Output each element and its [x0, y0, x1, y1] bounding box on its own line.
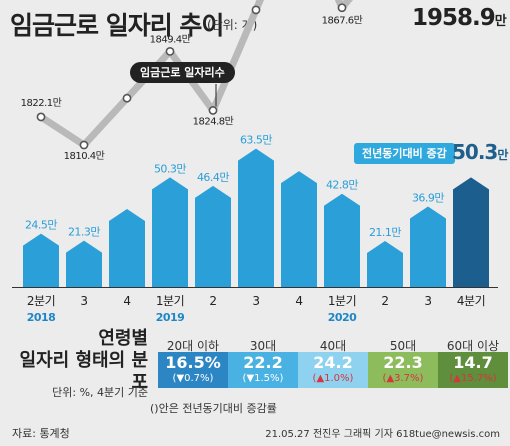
bar-0 — [23, 233, 59, 287]
line-point-label: 1849.4만 — [150, 33, 191, 45]
distribution-value: 24.2 — [313, 353, 353, 372]
distribution-cell: 14.7 (▲15.7%) — [438, 352, 508, 388]
age-group-label: 20대 이하 — [166, 339, 220, 353]
bar-2 — [109, 208, 145, 287]
distribution-change: (▼0.7%) — [172, 373, 214, 384]
distribution-change: (▲1.0%) — [312, 373, 354, 384]
x-tick-label: 2 — [381, 294, 388, 308]
series-line — [37, 0, 353, 149]
bar-4 — [195, 185, 231, 287]
age-group-label: 60대 이상 — [446, 339, 500, 353]
x-tick-label: 1분기 — [328, 294, 356, 308]
byline: 21.05.27 전진우 그래픽 기자 618tue@newsis.com — [265, 429, 500, 440]
bar-value-label: 42.8만 — [326, 179, 358, 192]
distribution-cell: 24.2 (▲1.0%) — [298, 352, 368, 388]
distribution-change: (▲15.7%) — [449, 373, 497, 384]
bar-value-label: 50.3만 — [154, 162, 186, 175]
x-tick-label: 2분기 — [27, 294, 55, 308]
x-tick-label: 4 — [295, 294, 302, 308]
distribution-footnote: ()안은 전년동기대비 증감률 — [150, 402, 277, 415]
latest-change-value: 50.3 — [452, 140, 498, 164]
distribution-cell: 16.5% (▼0.7%) — [158, 352, 228, 388]
year-label: 2018 — [27, 311, 56, 324]
latest-total-suffix: 만 — [494, 14, 507, 29]
latest-change-suffix: 만 — [497, 148, 508, 162]
x-tick-label: 4 — [123, 294, 130, 308]
x-tick-label: 2 — [209, 294, 216, 308]
year-label: 2020 — [328, 311, 357, 324]
bar-6 — [281, 171, 317, 287]
distribution-value: 16.5% — [165, 353, 221, 372]
bar-1 — [66, 240, 102, 287]
bar-9 — [410, 206, 446, 287]
bar-5 — [238, 148, 274, 287]
latest-total-value: 1958.9 — [412, 5, 496, 31]
year-label: 2019 — [156, 311, 185, 324]
x-tick-label: 3 — [252, 294, 259, 308]
line-point-label: 1822.1만 — [21, 97, 62, 109]
bar-annotation-tag: 전년동기대비 증감 — [354, 143, 455, 164]
x-tick-label: 3 — [80, 294, 87, 308]
bar-value-label: 21.3만 — [68, 226, 100, 239]
bar-8 — [367, 241, 403, 287]
age-group-label: 30대 — [249, 339, 277, 353]
line-point-label: 1810.4만 — [64, 150, 105, 162]
distribution-heading-line1: 연령별 — [98, 328, 148, 349]
distribution-cell: 22.2 (▼1.5%) — [228, 352, 298, 388]
latest-change-label: 50.3만 — [452, 140, 508, 164]
line-point-7 — [337, 3, 347, 13]
line-point-label: 1867.6만 — [322, 15, 363, 27]
bar-value-label: 46.4만 — [197, 171, 229, 184]
bar-value-label: 63.5만 — [240, 134, 272, 147]
line-annotation-tag: 임금근로 일자리수 — [130, 62, 235, 83]
bar-value-label: 36.9만 — [412, 192, 444, 205]
source-credit: 자료: 통계청 — [12, 427, 70, 440]
line-point-0 — [36, 112, 46, 122]
age-group-label: 40대 — [319, 339, 347, 353]
bar-3 — [152, 177, 188, 287]
page-title: 임금근로 일자리 추이 — [10, 11, 224, 40]
bar-value-label: 24.5만 — [25, 219, 57, 232]
bar-10 — [453, 177, 489, 287]
distribution-unit-note: 단위: %, 4분기 기준 — [52, 386, 148, 399]
distribution-value: 22.2 — [243, 353, 283, 372]
line-point-1 — [79, 140, 89, 150]
age-group-label: 50대 — [389, 339, 417, 353]
distribution-change: (▼1.5%) — [242, 373, 284, 384]
line-point-4 — [208, 106, 218, 115]
line-point-label: 1824.8만 — [193, 115, 234, 127]
distribution-value: 14.7 — [453, 353, 493, 372]
distribution-heading-line2: 일자리 형태의 분포 — [19, 350, 148, 393]
line-point-2 — [122, 93, 132, 103]
distribution-cell: 22.3 (▲3.7%) — [368, 352, 438, 388]
x-tick-label: 1분기 — [156, 294, 184, 308]
distribution-heading: 연령별 일자리 형태의 분포 — [8, 328, 148, 394]
x-tick-label: 3 — [424, 294, 431, 308]
distribution-value: 22.3 — [383, 353, 423, 372]
distribution-change: (▲3.7%) — [382, 373, 424, 384]
line-point-5 — [251, 5, 261, 15]
x-tick-label: 4분기 — [457, 294, 485, 308]
latest-total-label: 1958.9만 — [412, 5, 507, 31]
bar-value-label: 21.1만 — [369, 226, 401, 239]
bar-7 — [324, 193, 360, 287]
line-point-3 — [165, 47, 175, 56]
